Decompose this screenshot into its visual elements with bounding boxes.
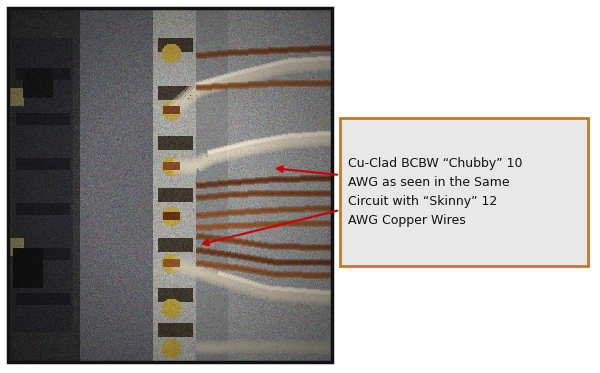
Bar — [340, 118, 588, 266]
Text: Cu-Clad BCBW “Chubby” 10
AWG as seen in the Same
Circuit with “Skinny” 12
AWG Co: Cu-Clad BCBW “Chubby” 10 AWG as seen in … — [348, 157, 523, 227]
Bar — [8, 8, 332, 362]
